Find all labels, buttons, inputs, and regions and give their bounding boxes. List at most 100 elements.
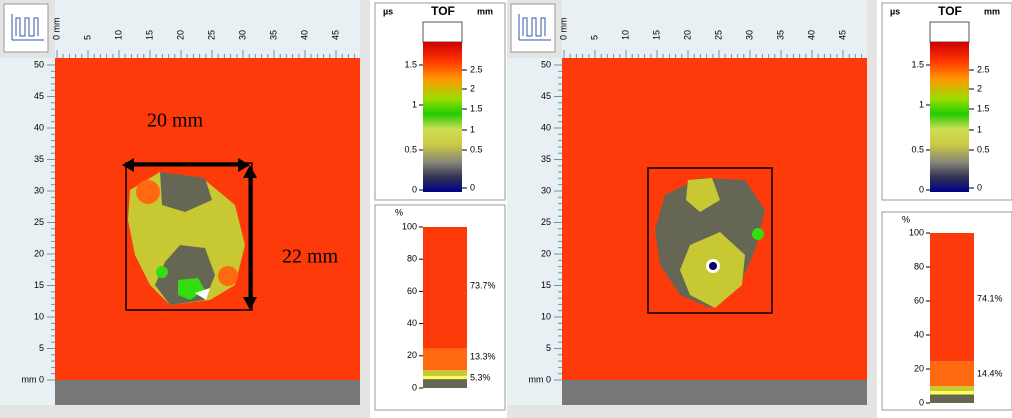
histogram-tick-label: 100	[402, 221, 417, 231]
ruler-top-label: 15	[651, 30, 661, 40]
histogram-tick-label: 0	[919, 397, 924, 407]
tof-tick-right: 1	[977, 124, 982, 134]
ruler-top-label: 40	[299, 30, 309, 40]
tof-tick-right: 1.5	[470, 103, 483, 113]
histogram-segment	[930, 233, 974, 362]
blob	[160, 172, 212, 212]
ruler-left-label: 25	[34, 217, 44, 227]
histogram-segment	[423, 348, 467, 371]
tof-tick-right: 0	[977, 182, 982, 192]
ruler-top-label: 25	[713, 30, 723, 40]
ruler-top-label: 40	[806, 30, 816, 40]
ruler-top-label: 0 mm	[558, 18, 568, 41]
tof-tick-right: 1.5	[977, 103, 990, 113]
ruler-top-label: 15	[144, 30, 154, 40]
ruler-top-label: 30	[237, 30, 247, 40]
histogram-tick-label: 20	[407, 350, 417, 360]
tof-tick-left: 1.5	[404, 59, 417, 69]
tof-tick-right: 0	[470, 182, 475, 192]
tof-tick-right: 0.5	[977, 144, 990, 154]
histogram-label: 5.3%	[470, 372, 491, 382]
tof-tick-left: 0.5	[911, 144, 924, 154]
histogram-segment	[423, 370, 467, 376]
roi-box	[125, 162, 253, 311]
ruler-top-label: 25	[206, 30, 216, 40]
ruler-left-label: 30	[541, 185, 551, 195]
ruler-left-label: mm 0	[22, 374, 45, 384]
histogram-segment	[423, 379, 467, 388]
ruler-left-label: 15	[541, 280, 551, 290]
histogram-tick-label: 40	[914, 329, 924, 339]
histogram-tick-label: 80	[914, 261, 924, 271]
tof-tick-left: 1.5	[911, 59, 924, 69]
histogram-segment	[930, 361, 974, 386]
ruler-top-label: 30	[744, 30, 754, 40]
histogram-unit: %	[902, 214, 910, 224]
icon	[11, 14, 44, 41]
tof-unit-right: mm	[477, 6, 493, 16]
tof-colorbar	[930, 42, 969, 192]
tof-white	[929, 21, 970, 43]
cscan-floor	[55, 380, 360, 405]
histogram-tick-label: 60	[407, 286, 417, 296]
blob	[752, 228, 764, 240]
tof-tick-right: 0.5	[470, 144, 483, 154]
blob	[195, 288, 210, 300]
icon-box	[510, 3, 556, 53]
tof-tick-right: 2	[470, 83, 475, 93]
ruler-top-label: 35	[268, 30, 278, 40]
histogram-label: 74.1%	[977, 293, 1003, 303]
ruler-left-label: 20	[34, 248, 44, 258]
histogram-label: 14.4%	[977, 368, 1003, 378]
ruler-left-label: 45	[541, 91, 551, 101]
ruler-left-label: 25	[541, 217, 551, 227]
ruler-top-label: 10	[620, 30, 630, 40]
tof-white	[422, 21, 463, 43]
ruler-top	[562, 0, 867, 58]
ruler-left-label: 50	[34, 59, 44, 69]
icon-box	[3, 3, 49, 53]
ruler-left	[0, 58, 55, 405]
ruler-left-label: 35	[34, 154, 44, 164]
ruler-left-label: 10	[34, 311, 44, 321]
ruler-top-label: 35	[775, 30, 785, 40]
defect-left	[122, 158, 257, 311]
tof-tick-left: 0	[919, 184, 924, 194]
ruler-left-label: 30	[34, 185, 44, 195]
ruler-left-label: 10	[541, 311, 551, 321]
annotation: 20 mm	[147, 110, 204, 132]
tof-tick-right: 2.5	[470, 64, 483, 74]
ruler-top-label: 5	[589, 35, 599, 40]
cscan-floor	[562, 380, 867, 405]
ruler-left-label: 40	[541, 122, 551, 132]
ruler-top	[55, 0, 360, 58]
ruler-left	[507, 58, 562, 405]
annotation: 22 mm	[282, 246, 339, 268]
tof-colorbar	[423, 42, 462, 192]
defect-right	[647, 167, 773, 314]
ruler-left-label: 45	[34, 91, 44, 101]
ruler-left-label: 20	[541, 248, 551, 258]
histogram-tick-label: 100	[909, 227, 924, 237]
histogram-unit: %	[395, 207, 403, 217]
ruler-left-label: 40	[34, 122, 44, 132]
tof-tick-right: 2.5	[977, 64, 990, 74]
histogram-segment	[930, 391, 974, 395]
tof-tick-right: 2	[977, 83, 982, 93]
ruler-left-label: mm 0	[529, 374, 552, 384]
tof-tick-right: 1	[470, 124, 475, 134]
roi-box	[647, 167, 773, 314]
ruler-top-label: 45	[330, 30, 340, 40]
ruler-left-label: 5	[39, 343, 44, 353]
histogram-label: 73.7%	[470, 280, 496, 290]
ruler-left-label: 35	[541, 154, 551, 164]
histogram-tick-label: 40	[407, 318, 417, 328]
tof-title: TOF	[938, 4, 962, 18]
blob	[218, 266, 238, 286]
tof-tick-left: 1	[412, 99, 417, 109]
histogram-tick-label: 0	[412, 382, 417, 392]
blob	[709, 262, 717, 270]
tof-tick-left: 1	[919, 99, 924, 109]
histogram-segment	[930, 394, 974, 403]
